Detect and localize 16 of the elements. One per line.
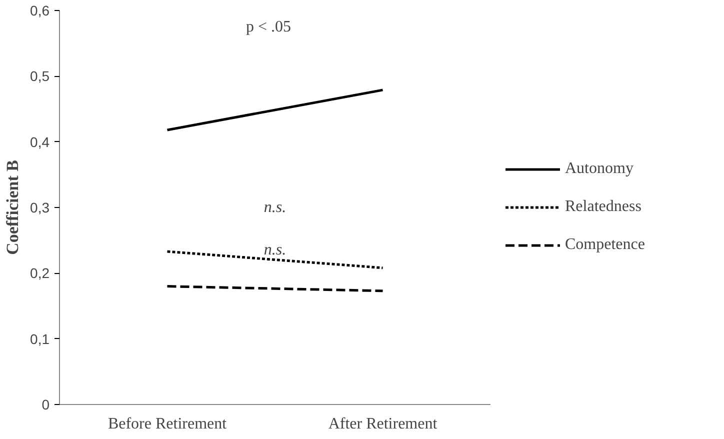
y-tick-label: 0,2 (30, 265, 50, 282)
legend-label: Relatedness (565, 198, 642, 216)
legend-label: Autonomy (565, 160, 634, 178)
x-tick-label: Before Retirement (108, 416, 228, 432)
annotation: n.s. (264, 242, 286, 259)
annotation: n.s. (264, 199, 286, 216)
legend-label: Competence (565, 236, 645, 254)
y-tick-label: 0,4 (30, 134, 50, 150)
y-tick-label: 0,3 (30, 200, 50, 216)
y-tick-label: 0,5 (30, 68, 50, 84)
annotation: p < .05 (246, 18, 292, 36)
x-tick-label: After Retirement (328, 416, 438, 432)
y-tick-label: 0 (42, 396, 50, 412)
y-tick-label: 0,1 (30, 330, 50, 347)
y-axis-title: Coefficient B (3, 160, 22, 255)
y-tick-label: 0,6 (30, 2, 50, 18)
